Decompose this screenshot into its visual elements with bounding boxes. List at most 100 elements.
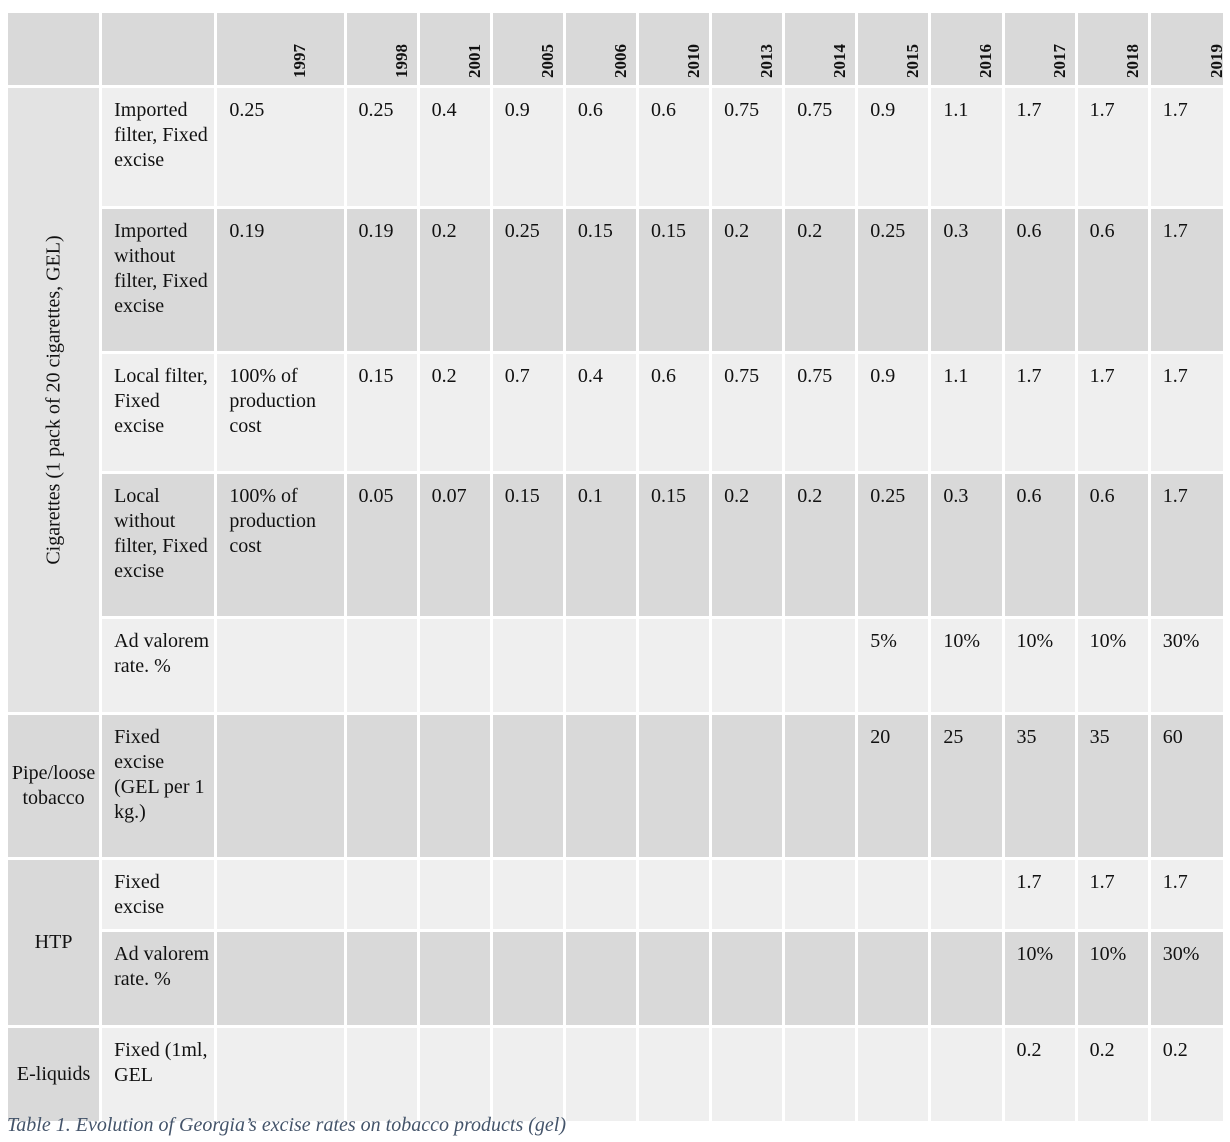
rate-cell: 0.2 xyxy=(1077,1028,1148,1121)
rate-cell: 10% xyxy=(931,619,1002,712)
group-label-cell: E-liquids xyxy=(8,1028,100,1121)
rate-cell: 1.7 xyxy=(1004,354,1075,471)
rate-cell xyxy=(785,1028,856,1121)
group-label: HTP xyxy=(34,931,73,953)
rate-cell: 1.7 xyxy=(1150,209,1223,351)
rate-cell: 0.6 xyxy=(1004,209,1075,351)
table-row: Imported without filter, Fixed excise 0.1… xyxy=(8,209,1223,351)
rate-cell: 0.6 xyxy=(1077,474,1148,616)
year-header: 2019 2022 xyxy=(1150,13,1230,85)
table-row: Local filter, Fixed excise 100% of produc… xyxy=(8,354,1223,471)
rate-cell: 1.1 xyxy=(931,88,1002,206)
year-header: 2001 xyxy=(419,13,490,85)
group-label-cell: Cigarettes (1 pack of 20 cigarettes, GEL… xyxy=(8,88,100,712)
rate-cell xyxy=(638,860,710,929)
rate-cell: 0.75 xyxy=(712,88,783,206)
header-blank-subgroup xyxy=(102,13,215,85)
rate-cell: 1.1 xyxy=(931,354,1002,471)
rate-cell: 100% of production cost xyxy=(217,354,344,471)
group-label: Pipe/loose tobacco xyxy=(11,762,96,809)
rate-cell: 0.9 xyxy=(858,354,929,471)
table-row: HTP Fixed excise 1.7 1.7 1.7 xyxy=(8,860,1223,1025)
year-label: 2019 2022 xyxy=(1206,44,1230,78)
row-label: Fixed excise xyxy=(102,860,215,929)
rate-cell xyxy=(217,619,344,712)
rate-cell: 1.7 xyxy=(1150,474,1223,616)
rate-cell xyxy=(712,619,783,712)
rate-cell xyxy=(492,932,563,1025)
rate-cell: 35 xyxy=(1004,715,1075,857)
rate-cell xyxy=(785,932,856,1025)
rate-cell xyxy=(492,715,563,857)
rate-cell: 0.9 xyxy=(858,88,929,206)
rate-cell: 0.15 xyxy=(565,209,636,351)
table-row: E-liquids Fixed (1ml, GEL 0.2 0.2 0.2 xyxy=(8,1028,1223,1121)
rate-cell: 0.6 xyxy=(638,354,710,471)
rate-cell: 1.7 xyxy=(1077,88,1148,206)
rate-cell: 0.19 xyxy=(346,209,417,351)
row-label: Ad valorem rate. % xyxy=(102,932,215,1025)
group-label-cell: HTP xyxy=(8,860,100,1025)
row-label: Local without filter, Fixed excise xyxy=(102,474,215,616)
year-label: 2001 xyxy=(464,44,484,78)
rate-cell: 10% xyxy=(1004,932,1075,1025)
year-label: 2016 xyxy=(976,44,996,78)
year-header: 2010 xyxy=(638,13,710,85)
rate-cell xyxy=(419,1028,490,1121)
rate-cell xyxy=(346,932,417,1025)
rate-cell xyxy=(346,715,417,857)
rate-cell xyxy=(419,860,490,929)
year-label: 2010 xyxy=(684,44,704,78)
rate-cell xyxy=(346,1028,417,1121)
rate-cell xyxy=(931,932,1002,1025)
rate-cell xyxy=(785,715,856,857)
year-header: 2005 xyxy=(492,13,563,85)
rate-cell xyxy=(858,932,929,1025)
rate-cell xyxy=(712,932,783,1025)
rate-cell: 0.2 xyxy=(712,209,783,351)
year-label: 2014 xyxy=(830,44,850,78)
rate-cell: 20 xyxy=(858,715,929,857)
table-row: Local without filter, Fixed excise 100% o… xyxy=(8,474,1223,616)
rate-cell: 0.4 xyxy=(419,88,490,206)
rate-cell: 0.2 xyxy=(1004,1028,1075,1121)
row-label: Ad valorem rate. % xyxy=(102,619,215,712)
year-label: 1998 xyxy=(391,44,411,78)
rate-cell: 1.7 xyxy=(1150,88,1223,206)
rate-cell: 0.25 xyxy=(858,209,929,351)
rate-cell: 0.2 xyxy=(419,354,490,471)
rate-cell: 0.15 xyxy=(492,474,563,616)
rate-cell: 5% xyxy=(858,619,929,712)
row-label: Fixed excise (GEL per 1 kg.) xyxy=(102,715,215,857)
year-header: 2017 xyxy=(1004,13,1075,85)
rate-cell: 0.75 xyxy=(785,88,856,206)
group-label: Cigarettes (1 pack of 20 cigarettes, GEL… xyxy=(42,235,65,565)
rate-cell xyxy=(858,1028,929,1121)
year-label: 1997 xyxy=(290,44,310,78)
rate-cell xyxy=(217,932,344,1025)
year-header: 2015 xyxy=(858,13,929,85)
rate-cell: 30% xyxy=(1150,932,1223,1025)
year-header: 2006 xyxy=(565,13,636,85)
rate-cell: 10% xyxy=(1077,932,1148,1025)
year-header: 1998 xyxy=(346,13,417,85)
rate-cell: 0.1 xyxy=(565,474,636,616)
rate-cell xyxy=(565,1028,636,1121)
year-label: 2005 xyxy=(537,44,557,78)
table-caption: Table 1. Evolution of Georgia’s excise r… xyxy=(7,1114,566,1136)
rate-cell: 100% of production cost xyxy=(217,474,344,616)
rate-cell: 0.3 xyxy=(931,474,1002,616)
rate-cell: 10% xyxy=(1004,619,1075,712)
rate-cell xyxy=(785,860,856,929)
rate-cell xyxy=(492,619,563,712)
rate-cell: 0.15 xyxy=(638,474,710,616)
rate-cell xyxy=(217,715,344,857)
rate-cell xyxy=(217,860,344,929)
row-label: Imported filter, Fixed excise xyxy=(102,88,215,206)
rate-cell: 0.4 xyxy=(565,354,636,471)
rate-cell xyxy=(638,619,710,712)
row-label: Imported without filter, Fixed excise xyxy=(102,209,215,351)
year-header-row: 1997 1998 2001 2005 2006 2010 2013 2014 … xyxy=(8,13,1230,85)
rate-cell: 0.6 xyxy=(638,88,710,206)
rate-cell: 0.2 xyxy=(785,209,856,351)
